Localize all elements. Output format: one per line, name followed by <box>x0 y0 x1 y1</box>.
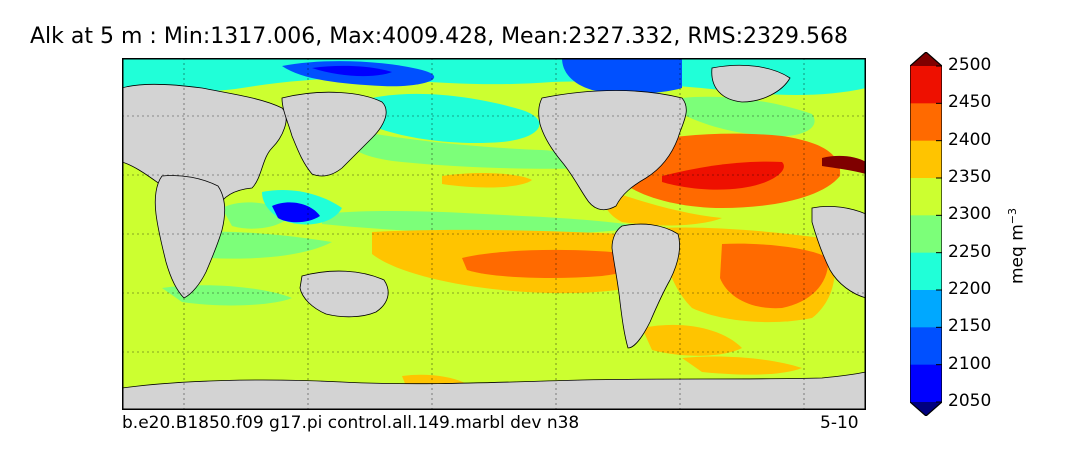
south-atlantic-core <box>720 243 829 309</box>
indonesian-seas-low <box>272 202 320 223</box>
plot-title: Alk at 5 m : Min:1317.006, Max:4009.428,… <box>30 24 849 49</box>
colorbar-tick-label: 2150 <box>948 316 992 337</box>
colorbar-tick-label: 2350 <box>948 167 992 187</box>
arctic-low-alk-core <box>312 65 392 77</box>
land-greenland <box>711 64 791 103</box>
north-atlantic-gyre-core <box>662 161 784 190</box>
colorbar-bin <box>910 178 942 216</box>
colorbar-bin <box>910 140 942 179</box>
colorbar-extend-max <box>910 52 942 66</box>
colorbar-tick-label: 2400 <box>948 129 992 150</box>
south-pacific-gyre-core <box>462 249 639 278</box>
land-masses <box>122 64 866 410</box>
land-africa-east-edge <box>811 206 866 299</box>
colorbar-tick-label: 2300 <box>948 204 992 225</box>
graticule <box>122 58 866 410</box>
colorbar-bin <box>910 327 942 366</box>
land-antarctica <box>122 371 866 410</box>
colorbar-tick-label: 2450 <box>948 92 992 113</box>
colorbar-tick-label: 2250 <box>948 241 992 262</box>
colorbar-extend-min <box>910 402 942 416</box>
north-atlantic-subpolar <box>682 96 815 137</box>
colorbar-bin <box>910 66 942 104</box>
land-north-america <box>538 90 687 211</box>
north-pacific-subpolar <box>372 93 540 144</box>
north-pacific-subtropical <box>442 173 532 188</box>
colorbar-bin <box>910 364 942 403</box>
map-frame <box>122 58 866 410</box>
canada-archipelago-patch <box>562 58 682 94</box>
units-exponent: −3 <box>1006 208 1019 225</box>
colorbar <box>910 52 942 416</box>
land-south-america <box>611 223 680 349</box>
southern-ocean-south-atlantic <box>642 324 742 356</box>
case-name-label: b.e20.B1850.f09 g17.pi control.all.149.m… <box>122 413 580 433</box>
colorbar-bin <box>910 103 942 142</box>
southern-ocean-atlantic-edge <box>682 356 802 375</box>
colorbar-bin <box>910 290 942 328</box>
land-australia <box>299 270 389 318</box>
colorbar-tick-label: 2500 <box>948 55 992 75</box>
mediterranean-high <box>822 155 866 174</box>
colorbar-tick-label: 2200 <box>948 279 992 299</box>
colorbar-bin <box>910 215 942 254</box>
tropical-pacific-band <box>322 210 642 234</box>
atlantic-subtropical-north <box>601 188 722 226</box>
colorbar-units-label: meq m−3 <box>1006 208 1028 284</box>
ocean-alkalinity-map <box>122 58 866 410</box>
land-africa <box>154 175 226 299</box>
units-base: meq m <box>1007 224 1028 284</box>
indian-ocean-south-patch <box>162 285 292 306</box>
colorbar-bin <box>910 252 942 291</box>
colorbar-tick-label: 2050 <box>948 391 992 411</box>
period-label: 5-10 <box>820 413 859 433</box>
colorbar-tick-label: 2100 <box>948 353 992 374</box>
north-pacific-mid <box>342 128 592 169</box>
